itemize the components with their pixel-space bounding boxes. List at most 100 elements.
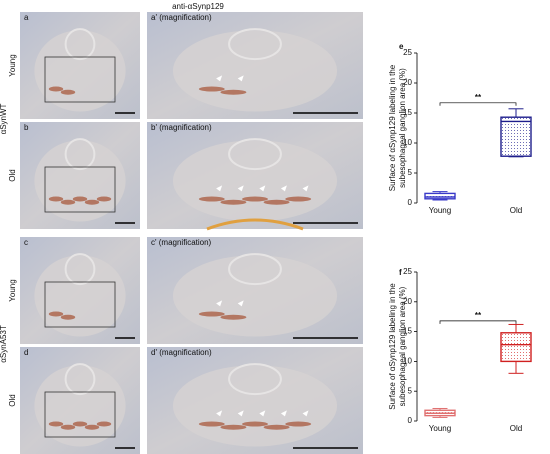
tissue-region — [64, 253, 96, 286]
stain — [84, 199, 100, 205]
tissue-region — [34, 140, 126, 222]
panel-label: f — [399, 268, 402, 277]
stain — [263, 424, 290, 430]
x-tick-label: Young — [429, 206, 451, 215]
stain — [48, 196, 64, 202]
arrowhead — [237, 300, 244, 307]
stain — [206, 218, 304, 231]
y-tick-label: 25 — [403, 48, 412, 57]
y-axis-label: subesophageal ganglion area (%) — [398, 286, 407, 406]
box — [424, 192, 456, 200]
y-tick-label: 15 — [403, 108, 412, 117]
stain — [48, 311, 64, 317]
stain — [60, 314, 76, 320]
y-axis-label: Surface of αSynp129 labeling in the — [388, 283, 397, 410]
tissue-region — [172, 30, 338, 112]
figure-title: anti-αSynp129 — [172, 2, 224, 11]
stain — [198, 311, 225, 317]
y-tick-label: 5 — [408, 168, 413, 177]
tissue-region — [228, 138, 282, 171]
panel-label: b — [24, 123, 29, 132]
y-tick-label: 5 — [408, 386, 413, 395]
tissue-region — [64, 28, 96, 61]
tissue-region — [172, 365, 338, 447]
tissue-region — [64, 138, 96, 171]
stain — [242, 421, 268, 427]
inset-box — [44, 281, 116, 328]
stain — [72, 196, 88, 202]
tissue-region — [34, 255, 126, 337]
stain — [84, 424, 100, 430]
inset-box — [44, 56, 116, 103]
significance-label: ** — [475, 311, 482, 320]
row-label: Young — [8, 54, 17, 76]
stain — [198, 86, 225, 92]
arrowhead — [302, 185, 309, 192]
stain — [96, 196, 112, 202]
stain — [60, 89, 76, 95]
x-tick-label: Old — [510, 424, 522, 433]
stain — [96, 421, 112, 427]
tissue-region — [172, 140, 338, 222]
panel-label: b' (magnification) — [151, 123, 212, 132]
arrowhead — [280, 185, 287, 192]
tissue-region — [34, 30, 126, 112]
arrowhead — [302, 410, 309, 417]
y-tick-label: 0 — [408, 198, 413, 207]
stain — [263, 199, 290, 205]
arrowhead — [259, 185, 266, 192]
arrowhead — [216, 410, 223, 417]
box — [500, 116, 532, 157]
y-tick-label: 15 — [403, 327, 412, 336]
stain — [220, 424, 247, 430]
row-label: Young — [8, 279, 17, 301]
arrowhead — [216, 300, 223, 307]
inset-box — [44, 166, 116, 213]
stain — [48, 421, 64, 427]
stain — [242, 196, 268, 202]
inset-box — [44, 391, 116, 438]
stain — [220, 89, 247, 95]
stain — [60, 199, 76, 205]
panel-label: a — [24, 13, 29, 22]
significance-bracket — [439, 102, 517, 106]
tissue-region — [228, 28, 282, 61]
x-tick-label: Old — [510, 206, 522, 215]
tissue-region — [34, 365, 126, 447]
stain — [220, 199, 247, 205]
row-label: Old — [8, 169, 17, 181]
stain — [198, 421, 225, 427]
y-axis-label: subesophageal ganglion area (%) — [398, 68, 407, 188]
y-tick-label: 25 — [403, 267, 412, 276]
panel-label: d' (magnification) — [151, 348, 212, 357]
y-tick-label: 0 — [408, 416, 413, 425]
arrowhead — [259, 410, 266, 417]
panel-label: d — [24, 348, 28, 357]
arrowhead — [237, 185, 244, 192]
panel-label: c — [24, 238, 28, 247]
stain — [285, 421, 312, 427]
stain — [72, 421, 88, 427]
panel-label: c' (magnification) — [151, 238, 212, 247]
box — [500, 332, 532, 363]
arrowhead — [280, 410, 287, 417]
tissue-region — [172, 255, 338, 337]
tissue-region — [228, 363, 282, 396]
panel-label: e — [399, 42, 404, 51]
tissue-region — [228, 253, 282, 286]
stain — [285, 196, 312, 202]
group-label: αSynA53T — [0, 325, 8, 363]
arrowhead — [216, 185, 223, 192]
y-tick-label: 20 — [403, 78, 412, 87]
stain — [220, 314, 247, 320]
stain — [198, 196, 225, 202]
stain — [60, 424, 76, 430]
stain — [48, 86, 64, 92]
group-label: αSynWT — [0, 103, 8, 134]
significance-label: ** — [475, 93, 482, 102]
arrowhead — [237, 410, 244, 417]
y-axis-label: Surface of αSynp129 labeling in the — [388, 64, 397, 191]
tissue-region — [64, 363, 96, 396]
y-tick-label: 20 — [403, 297, 412, 306]
